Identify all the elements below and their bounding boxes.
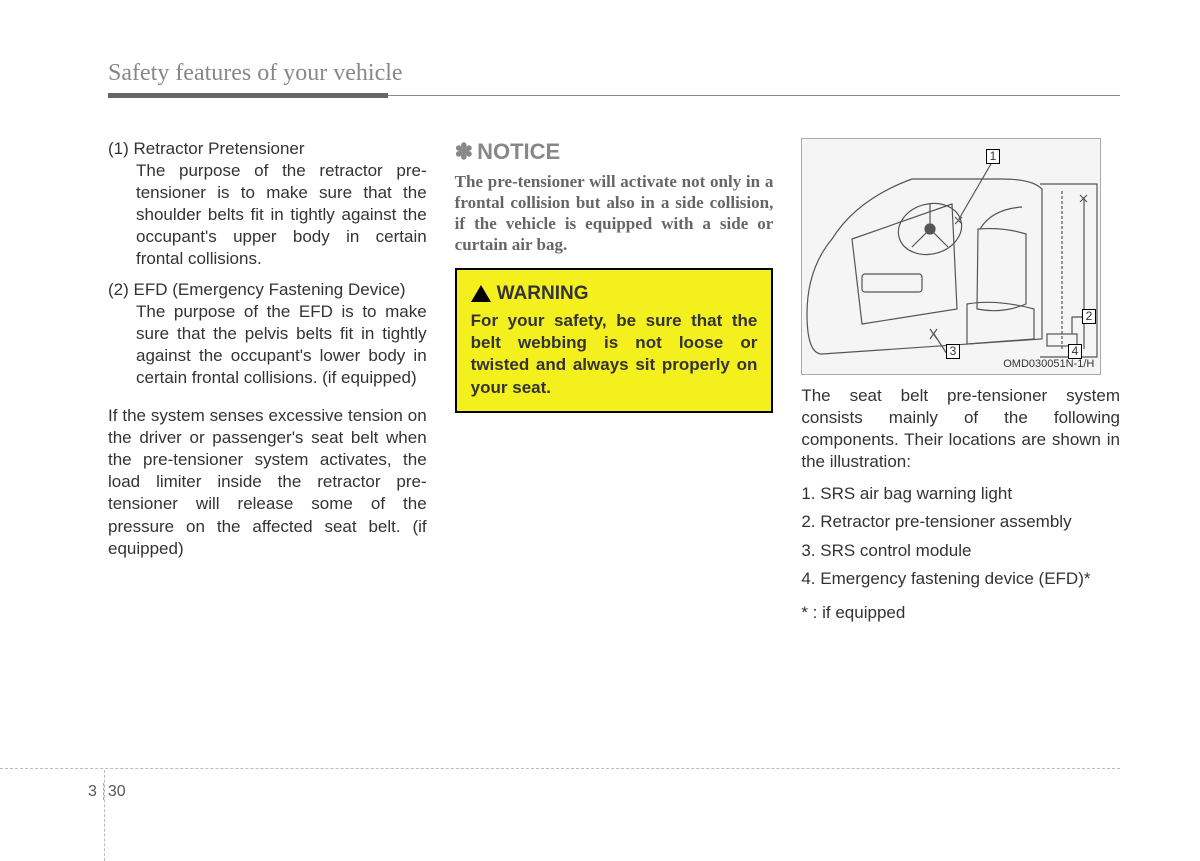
item1-body: The purpose of the retractor pre-tension… (136, 160, 427, 270)
component-intro: The seat belt pre-tensioner system consi… (801, 385, 1120, 473)
component-item-2: 2. Retractor pre-tensioner assembly (801, 511, 1120, 533)
column-right: 1 2 3 4 OMD030051N-1/H The seat belt pre… (801, 138, 1120, 624)
item-efd: (2) EFD (Emergency Fastening Device) The… (108, 279, 427, 389)
warning-header: WARNING (471, 282, 758, 307)
footnote: * : if equipped (801, 602, 1120, 624)
component-item-4: 4. Emergency fastening device (EFD)* (801, 568, 1120, 590)
car-interior-svg (802, 139, 1102, 376)
warning-label: WARNING (497, 282, 589, 307)
column-middle: ✽NOTICE The pre-tensioner will activate … (455, 138, 774, 624)
warning-box: WARNING For your safety, be sure that th… (455, 268, 774, 413)
content-area: (1) Retractor Pretensioner The purpose o… (108, 138, 1120, 624)
page-num: 30 (103, 783, 126, 800)
notice-header: ✽NOTICE (455, 138, 774, 167)
vehicle-diagram: 1 2 3 4 OMD030051N-1/H (801, 138, 1101, 375)
notice-label: NOTICE (477, 139, 560, 164)
item1-label: (1) Retractor Pretensioner (108, 138, 427, 160)
warning-body: For your safety, be sure that the belt w… (471, 310, 758, 398)
callout-1: 1 (986, 149, 1001, 164)
load-limiter-text: If the system senses excessive tension o… (108, 405, 427, 560)
header-underline (108, 93, 1120, 98)
notice-star-icon: ✽ (455, 139, 473, 164)
page-chapter: 3 (88, 783, 103, 800)
warning-triangle-icon (471, 285, 491, 302)
item2-label: (2) EFD (Emergency Fastening Device) (108, 279, 427, 301)
component-item-3: 3. SRS control module (801, 540, 1120, 562)
callout-2: 2 (1082, 309, 1097, 324)
callout-3: 3 (946, 344, 961, 359)
item-retractor: (1) Retractor Pretensioner The purpose o… (108, 138, 427, 271)
column-left: (1) Retractor Pretensioner The purpose o… (108, 138, 427, 624)
component-item-1: 1. SRS air bag warning light (801, 483, 1120, 505)
page-number: 330 (88, 783, 126, 801)
notice-body: The pre-tensioner will activate not only… (455, 171, 774, 256)
item2-body: The purpose of the EFD is to make sure t… (136, 301, 427, 389)
bottom-dashed-line (0, 768, 1120, 769)
diagram-code: OMD030051N-1/H (1003, 357, 1094, 371)
page-header: Safety features of your vehicle (108, 60, 1120, 91)
